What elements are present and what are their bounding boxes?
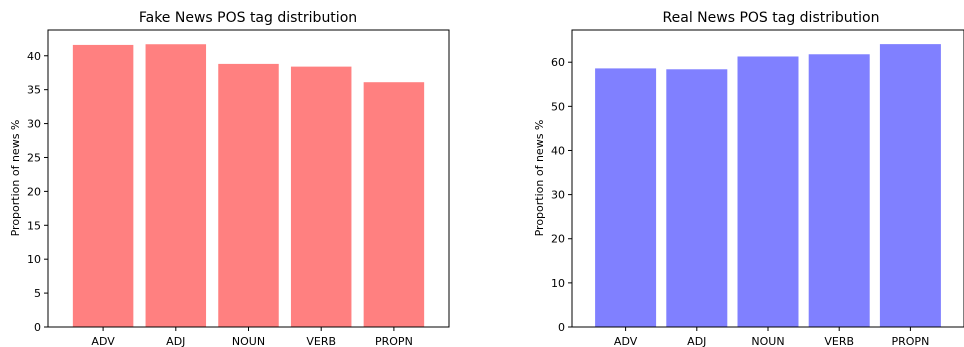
y-axis-label: Proportion of news % — [9, 120, 22, 237]
x-ticks-group: ADV ADJ NOUN VERB PROPN — [614, 327, 929, 347]
y-tick-label: 20 — [551, 233, 565, 246]
y-tick-label: 10 — [551, 277, 565, 290]
bars-group — [72, 44, 425, 328]
y-tick-label: 60 — [551, 56, 565, 69]
x-tick-label: ADJ — [687, 335, 706, 347]
y-tick-label: 25 — [27, 151, 41, 164]
y-tick-label: 30 — [27, 118, 41, 131]
y-tick-label: 40 — [551, 144, 565, 157]
x-tick-label: NOUN — [232, 335, 265, 347]
y-ticks-group: 0 10 20 30 40 50 60 — [551, 56, 572, 334]
bar-adv — [72, 44, 134, 328]
x-tick-label: VERB — [306, 335, 336, 347]
bar-noun — [218, 63, 279, 328]
y-tick-label: 50 — [551, 100, 565, 113]
bar-adv — [595, 68, 657, 327]
bar-propn — [879, 44, 941, 328]
y-ticks-group: 0 5 10 15 20 25 30 35 40 — [27, 50, 48, 334]
chart-fake-news: Fake News POS tag distribution Proportio… — [9, 10, 450, 347]
plot-frame — [571, 29, 964, 328]
plot-frame — [47, 29, 450, 328]
chart-real-news: Real News POS tag distribution Proportio… — [533, 10, 964, 347]
y-tick-label: 10 — [27, 253, 41, 266]
y-axis-label: Proportion of news % — [533, 120, 546, 237]
bar-adj — [145, 44, 207, 328]
x-tick-label: VERB — [824, 335, 854, 347]
y-tick-label: 20 — [27, 185, 41, 198]
x-tick-label: PROPN — [375, 335, 413, 347]
x-ticks-group: ADV ADJ NOUN VERB PROPN — [91, 327, 413, 347]
bar-verb — [808, 54, 870, 328]
y-tick-label: 15 — [27, 219, 41, 232]
bar-propn — [363, 82, 425, 328]
bar-verb — [290, 66, 352, 328]
x-tick-label: NOUN — [751, 335, 784, 347]
y-tick-label: 35 — [27, 84, 41, 97]
bar-noun — [737, 56, 799, 327]
chart-title: Real News POS tag distribution — [663, 10, 880, 26]
bars-group — [595, 44, 941, 328]
x-tick-label: ADV — [614, 335, 638, 347]
chart-title: Fake News POS tag distribution — [139, 10, 357, 26]
y-tick-label: 40 — [27, 50, 41, 63]
x-tick-label: PROPN — [892, 335, 930, 347]
y-tick-label: 5 — [34, 287, 41, 300]
y-tick-label: 0 — [558, 321, 565, 334]
bar-adj — [666, 69, 728, 327]
y-tick-label: 0 — [34, 321, 41, 334]
y-tick-label: 30 — [551, 189, 565, 202]
x-tick-label: ADJ — [166, 335, 185, 347]
x-tick-label: ADV — [91, 335, 115, 347]
